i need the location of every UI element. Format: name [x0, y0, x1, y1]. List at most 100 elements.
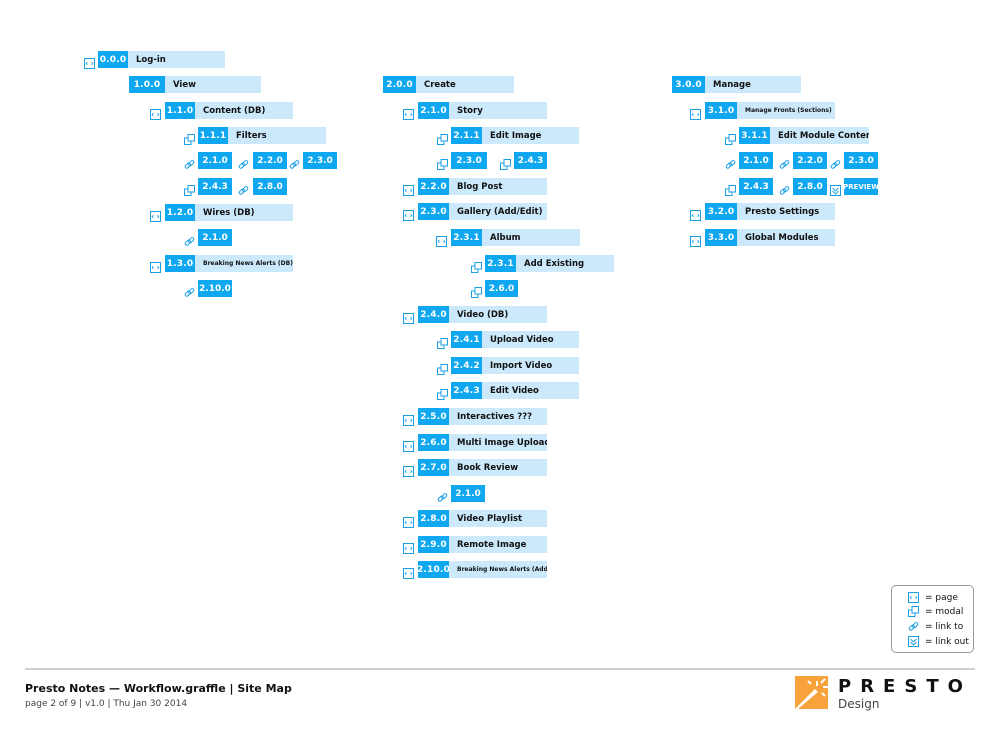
ref-chip[interactable]: 2.3.0 — [451, 152, 487, 169]
node-2-0-0[interactable]: 2.0.0 Create — [383, 76, 514, 93]
node-1-2-0[interactable]: 1.2.0 Wires (DB) — [150, 204, 293, 222]
node-code: 3.1.1 — [739, 127, 770, 144]
node-code: 3.3.0 — [705, 229, 737, 246]
node-0-0-0[interactable]: 0.0.0 Log-in — [84, 51, 225, 69]
node-2-3-1[interactable]: 2.3.1 Album — [436, 229, 580, 247]
link-icon — [184, 283, 195, 297]
node-1-0-0[interactable]: 1.0.0 View — [129, 76, 261, 93]
node-3-0-0[interactable]: 3.0.0 Manage — [672, 76, 801, 93]
ref-chip[interactable]: 2.4.3 — [198, 178, 232, 195]
page-icon — [403, 564, 414, 579]
node-label: Manage — [705, 76, 801, 93]
page-icon — [690, 105, 701, 120]
ref-chip[interactable]: 2.2.0 — [253, 152, 287, 169]
ref-chip[interactable]: 2.4.3 — [739, 178, 773, 195]
ref-chip[interactable]: 2.6.0 — [485, 280, 518, 297]
node-2-4-2[interactable]: 2.4.2 Import Video — [437, 357, 579, 375]
modal-icon — [725, 130, 736, 145]
node-2-4-1[interactable]: 2.4.1 Upload Video — [437, 331, 579, 349]
modal-icon — [437, 385, 448, 400]
legend-row-page: = page — [908, 591, 958, 604]
node-code: 2.1.0 — [418, 102, 449, 119]
node-2-5-0[interactable]: 2.5.0 Interactives ??? — [403, 408, 547, 426]
node-2-7-0[interactable]: 2.7.0 Book Review — [403, 459, 547, 477]
modal-icon — [184, 130, 195, 145]
page-icon — [150, 207, 161, 222]
node-code: 2.2.0 — [418, 178, 449, 195]
ref-chip[interactable]: 2.1.0 — [739, 152, 773, 169]
node-2-3-0[interactable]: 2.3.0 Gallery (Add/Edit) — [403, 203, 547, 221]
page-icon — [403, 437, 414, 452]
ref-chip[interactable]: 2.1.0 — [198, 229, 232, 246]
node-3-2-0[interactable]: 3.2.0 Presto Settings — [690, 203, 835, 221]
node-code: 2.5.0 — [418, 408, 449, 425]
node-code: 2.6.0 — [418, 434, 449, 451]
ref-chip[interactable]: 2.8.0 — [253, 178, 287, 195]
modal-icon — [437, 155, 448, 170]
link-icon — [437, 488, 448, 502]
node-label: Edit Module Content — [770, 127, 869, 144]
node-label: Interactives ??? — [449, 408, 547, 425]
ref-chip[interactable]: 2.10.0 — [198, 280, 232, 297]
node-label: Book Review — [449, 459, 547, 476]
node-2-10-0[interactable]: 2.10.0 Breaking News Alerts (Add/Edit) — [403, 561, 547, 579]
node-3-1-0[interactable]: 3.1.0 Manage Fronts (Sections) — [690, 102, 835, 120]
node-2-8-0[interactable]: 2.8.0 Video Playlist — [403, 510, 547, 528]
link-icon — [184, 155, 195, 169]
ref-chip[interactable]: 2.1.0 — [198, 152, 232, 169]
node-2-4-3[interactable]: 2.4.3 Edit Video — [437, 382, 579, 400]
node-code: 1.2.0 — [165, 204, 195, 221]
ref-chip[interactable]: 2.1.0 — [451, 485, 485, 502]
modal-icon — [184, 181, 195, 196]
page-icon — [403, 105, 414, 120]
node-code: 2.10.0 — [417, 561, 450, 578]
node-code: 1.0.0 — [129, 76, 165, 93]
node-2-9-0[interactable]: 2.9.0 Remote Image — [403, 536, 547, 554]
preview-chip[interactable]: PREVIEW — [843, 178, 879, 195]
ref-chip[interactable]: 2.4.3 — [514, 152, 547, 169]
ref-chip[interactable]: 2.8.0 — [793, 178, 827, 195]
node-2-1-1[interactable]: 2.1.1 Edit Image — [437, 127, 579, 145]
node-2-2-0[interactable]: 2.2.0 Blog Post — [403, 178, 547, 196]
legend-text: = page — [925, 592, 958, 603]
legend-text: = link out — [925, 636, 969, 647]
node-2-6-0[interactable]: 2.6.0 Multi Image Upload — [403, 434, 547, 452]
node-code: 2.7.0 — [418, 459, 449, 476]
node-2-1-0[interactable]: 2.1.0 Story — [403, 102, 547, 120]
page-icon — [403, 411, 414, 426]
node-code: 2.4.2 — [451, 357, 482, 374]
node-label: Blog Post — [449, 178, 547, 195]
node-label: Breaking News Alerts (Add/Edit) — [449, 561, 547, 578]
node-code: 1.3.0 — [165, 255, 195, 272]
legend-row-link: = link to — [908, 620, 963, 633]
node-1-3-0[interactable]: 1.3.0 Breaking News Alerts (DB) — [150, 255, 293, 273]
node-2-3-1-add-existing[interactable]: 2.3.1 Add Existing — [471, 255, 614, 273]
link-icon — [779, 181, 790, 195]
legend-text: = modal — [925, 606, 964, 617]
node-label: Remote Image — [449, 536, 547, 553]
link-icon — [289, 155, 300, 169]
ref-chip[interactable]: 2.3.0 — [303, 152, 337, 169]
node-3-1-1[interactable]: 3.1.1 Edit Module Content — [725, 127, 869, 145]
node-2-4-0[interactable]: 2.4.0 Video (DB) — [403, 306, 547, 324]
link-icon — [725, 155, 736, 169]
node-code: 1.1.0 — [165, 102, 195, 119]
footer-title: Presto Notes — Workflow.graffle | Site M… — [25, 682, 292, 695]
node-label: Story — [449, 102, 547, 119]
node-code: 2.0.0 — [383, 76, 416, 93]
node-label: Upload Video — [482, 331, 579, 348]
node-1-1-0[interactable]: 1.1.0 Content (DB) — [150, 102, 293, 120]
node-1-1-1[interactable]: 1.1.1 Filters — [184, 127, 326, 145]
presto-logo-icon — [795, 676, 828, 709]
node-code: 2.3.1 — [451, 229, 482, 246]
node-3-3-0[interactable]: 3.3.0 Global Modules — [690, 229, 835, 247]
node-label: Breaking News Alerts (DB) — [195, 255, 293, 272]
page-icon — [150, 258, 161, 273]
modal-icon — [471, 283, 482, 298]
node-label: Log-in — [128, 51, 225, 68]
ref-chip[interactable]: 2.3.0 — [844, 152, 878, 169]
ref-chip[interactable]: 2.2.0 — [793, 152, 827, 169]
page-icon — [908, 592, 919, 603]
modal-icon — [437, 360, 448, 375]
node-label: Create — [416, 76, 514, 93]
